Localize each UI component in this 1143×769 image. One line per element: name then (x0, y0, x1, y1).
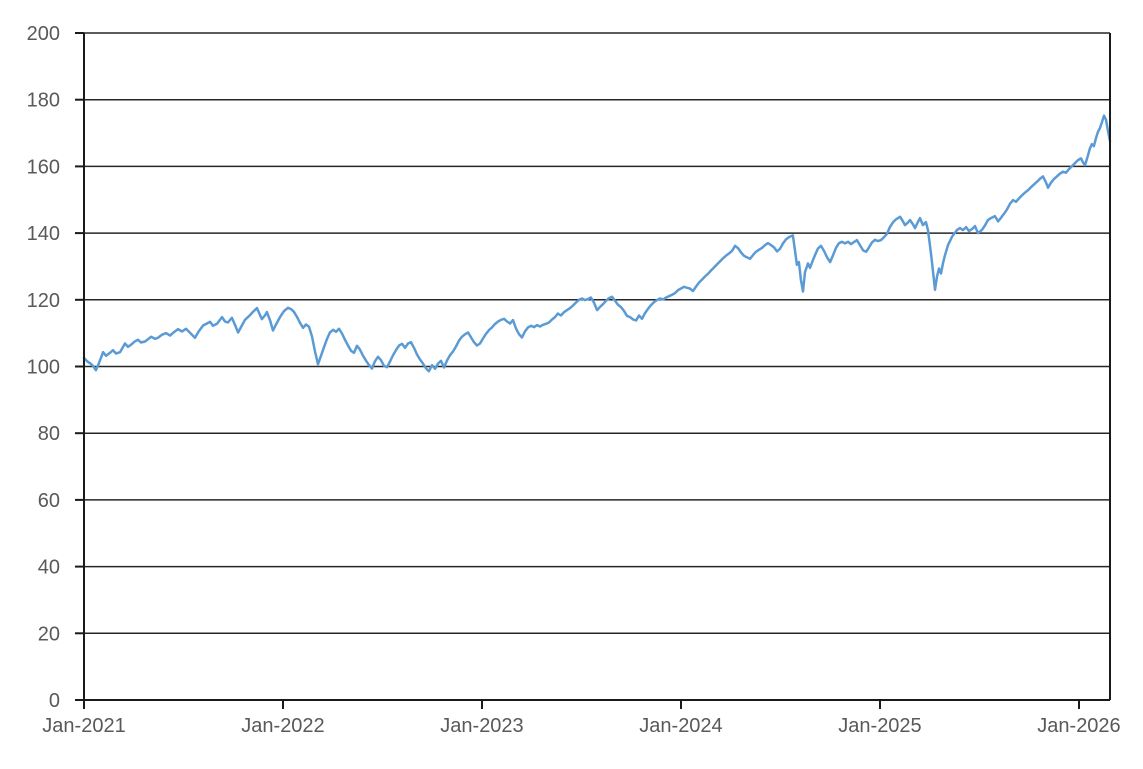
x-axis-tick-label: Jan-2023 (440, 715, 523, 737)
x-axis-tick-label: Jan-2021 (42, 715, 125, 737)
y-axis-tick-label: 80 (38, 423, 60, 445)
data-series-line (82, 114, 1112, 373)
x-axis-tick-label: Jan-2024 (639, 715, 722, 737)
y-axis-tick-label: 160 (27, 156, 60, 178)
x-axis-tick-label: Jan-2022 (241, 715, 324, 737)
x-axis-tick-label: Jan-2025 (838, 715, 921, 737)
y-axis-tick-label: 0 (49, 690, 60, 712)
y-axis-tick-label: 180 (27, 90, 60, 112)
y-axis-tick-label: 120 (27, 290, 60, 312)
y-axis-tick-label: 100 (27, 357, 60, 379)
y-axis-tick-label: 40 (38, 557, 60, 579)
y-axis-tick-label: 140 (27, 223, 60, 245)
y-axis-tick-label: 20 (38, 623, 60, 645)
y-axis-tick-label: 200 (27, 23, 60, 45)
x-axis-tick-label: Jan-2026 (1037, 715, 1120, 737)
y-axis-tick-label: 60 (38, 490, 60, 512)
